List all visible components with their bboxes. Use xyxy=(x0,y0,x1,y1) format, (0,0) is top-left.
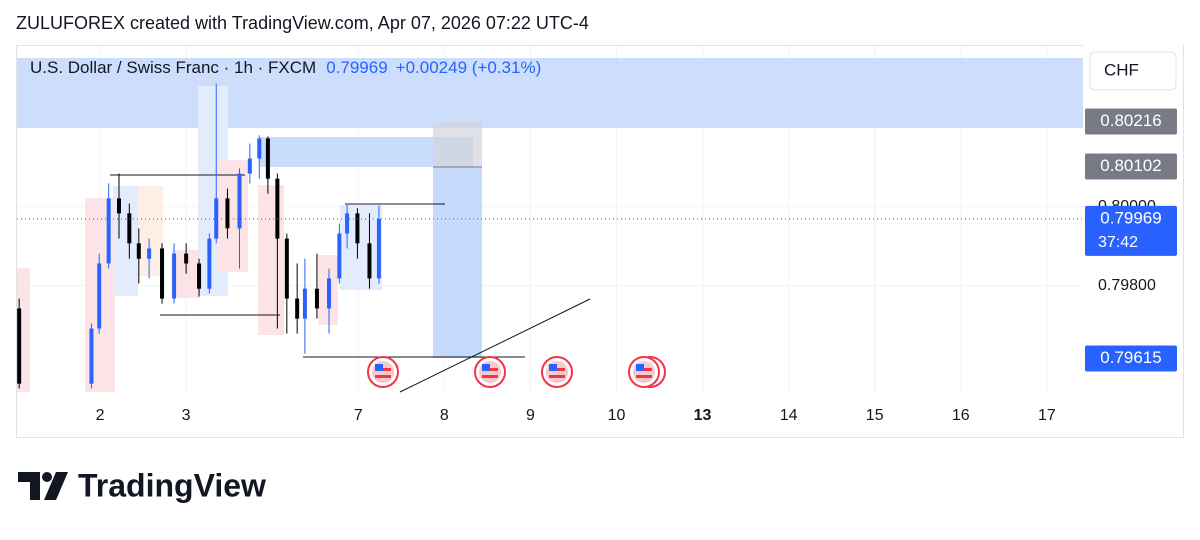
event-icon xyxy=(474,356,506,388)
chart-frame xyxy=(16,45,1184,438)
price-label: 0.80102 xyxy=(1100,156,1161,175)
last-price: 0.79969 xyxy=(326,58,387,77)
candle-body xyxy=(257,138,262,159)
candle-body xyxy=(295,298,300,319)
price-label-box xyxy=(1085,153,1177,180)
currency: CHF xyxy=(1104,60,1139,79)
candle-body xyxy=(337,233,342,279)
session-box xyxy=(218,160,248,272)
event-icons xyxy=(367,356,666,388)
candle-body xyxy=(147,248,152,259)
countdown: 37:42 xyxy=(1098,234,1138,251)
price-label-box xyxy=(1085,345,1177,372)
logo-text: TradingView xyxy=(78,467,266,503)
change: +0.00249 (+0.31%) xyxy=(396,58,542,77)
stop-zone xyxy=(433,122,482,167)
candle-body xyxy=(97,263,102,329)
x-tick-label: 10 xyxy=(608,407,626,424)
candle-body xyxy=(314,288,319,309)
x-tick-label: 13 xyxy=(694,407,712,424)
x-tick-label: 3 xyxy=(182,407,191,424)
price-label-box xyxy=(1085,205,1177,256)
candle-body xyxy=(327,278,332,309)
candle-body xyxy=(225,198,230,229)
candle-body xyxy=(89,328,94,384)
candle-body xyxy=(237,173,242,229)
zone xyxy=(17,58,1083,128)
x-tick-label: 16 xyxy=(952,407,970,424)
candle-body xyxy=(160,248,165,299)
event-icon xyxy=(367,356,399,388)
currency-button[interactable] xyxy=(1089,51,1177,91)
candle-body xyxy=(302,288,307,319)
x-tick-label: 8 xyxy=(440,407,449,424)
logo-icon xyxy=(18,472,68,500)
session-box xyxy=(138,186,163,276)
candle-body xyxy=(136,243,141,259)
candle-body xyxy=(184,253,189,264)
x-tick-label: 2 xyxy=(96,407,105,424)
price-label: 0.79615 xyxy=(1100,348,1161,367)
candle-body xyxy=(275,178,280,239)
candles xyxy=(17,83,381,389)
session-box xyxy=(258,185,284,335)
candle-body xyxy=(214,198,219,239)
price-label: 0.79969 xyxy=(1100,208,1161,227)
candle-body xyxy=(367,243,372,279)
event-icon xyxy=(541,356,573,388)
x-tick-label: 7 xyxy=(354,407,363,424)
event-icon xyxy=(628,356,660,388)
candle-body xyxy=(376,218,381,279)
y-tick-label: 0.79800 xyxy=(1098,277,1156,294)
candle-body xyxy=(172,253,177,299)
trend-line xyxy=(399,298,591,393)
x-tick-label: 9 xyxy=(526,407,535,424)
candle-body xyxy=(106,198,111,264)
candle-body xyxy=(355,213,360,244)
candle-body xyxy=(345,213,350,234)
drawings xyxy=(17,58,1083,393)
x-tick-label: 14 xyxy=(780,407,798,424)
price-label-box xyxy=(1085,108,1177,135)
symbol: U.S. Dollar / Swiss Franc · 1h · FXCM xyxy=(30,58,316,77)
axes: 237891013141516170.798000.800000.802160.… xyxy=(96,108,1177,424)
header: ZULUFOREX created with TradingView.com, … xyxy=(16,13,589,33)
target-zone xyxy=(433,167,482,358)
candle-body xyxy=(17,308,22,384)
session-box xyxy=(113,186,138,296)
candle-body xyxy=(116,198,121,214)
symbol-line: U.S. Dollar / Swiss Franc · 1h · FXCM 0.7… xyxy=(30,58,541,77)
price-label: 0.80216 xyxy=(1100,111,1161,130)
candle-body xyxy=(207,238,212,289)
x-tick-label: 17 xyxy=(1038,407,1056,424)
candle-body xyxy=(127,213,132,244)
x-tick-label: 15 xyxy=(866,407,884,424)
candle-body xyxy=(197,263,202,289)
candle-body xyxy=(265,138,270,179)
candle-body xyxy=(284,238,289,299)
candle-body xyxy=(247,158,252,174)
